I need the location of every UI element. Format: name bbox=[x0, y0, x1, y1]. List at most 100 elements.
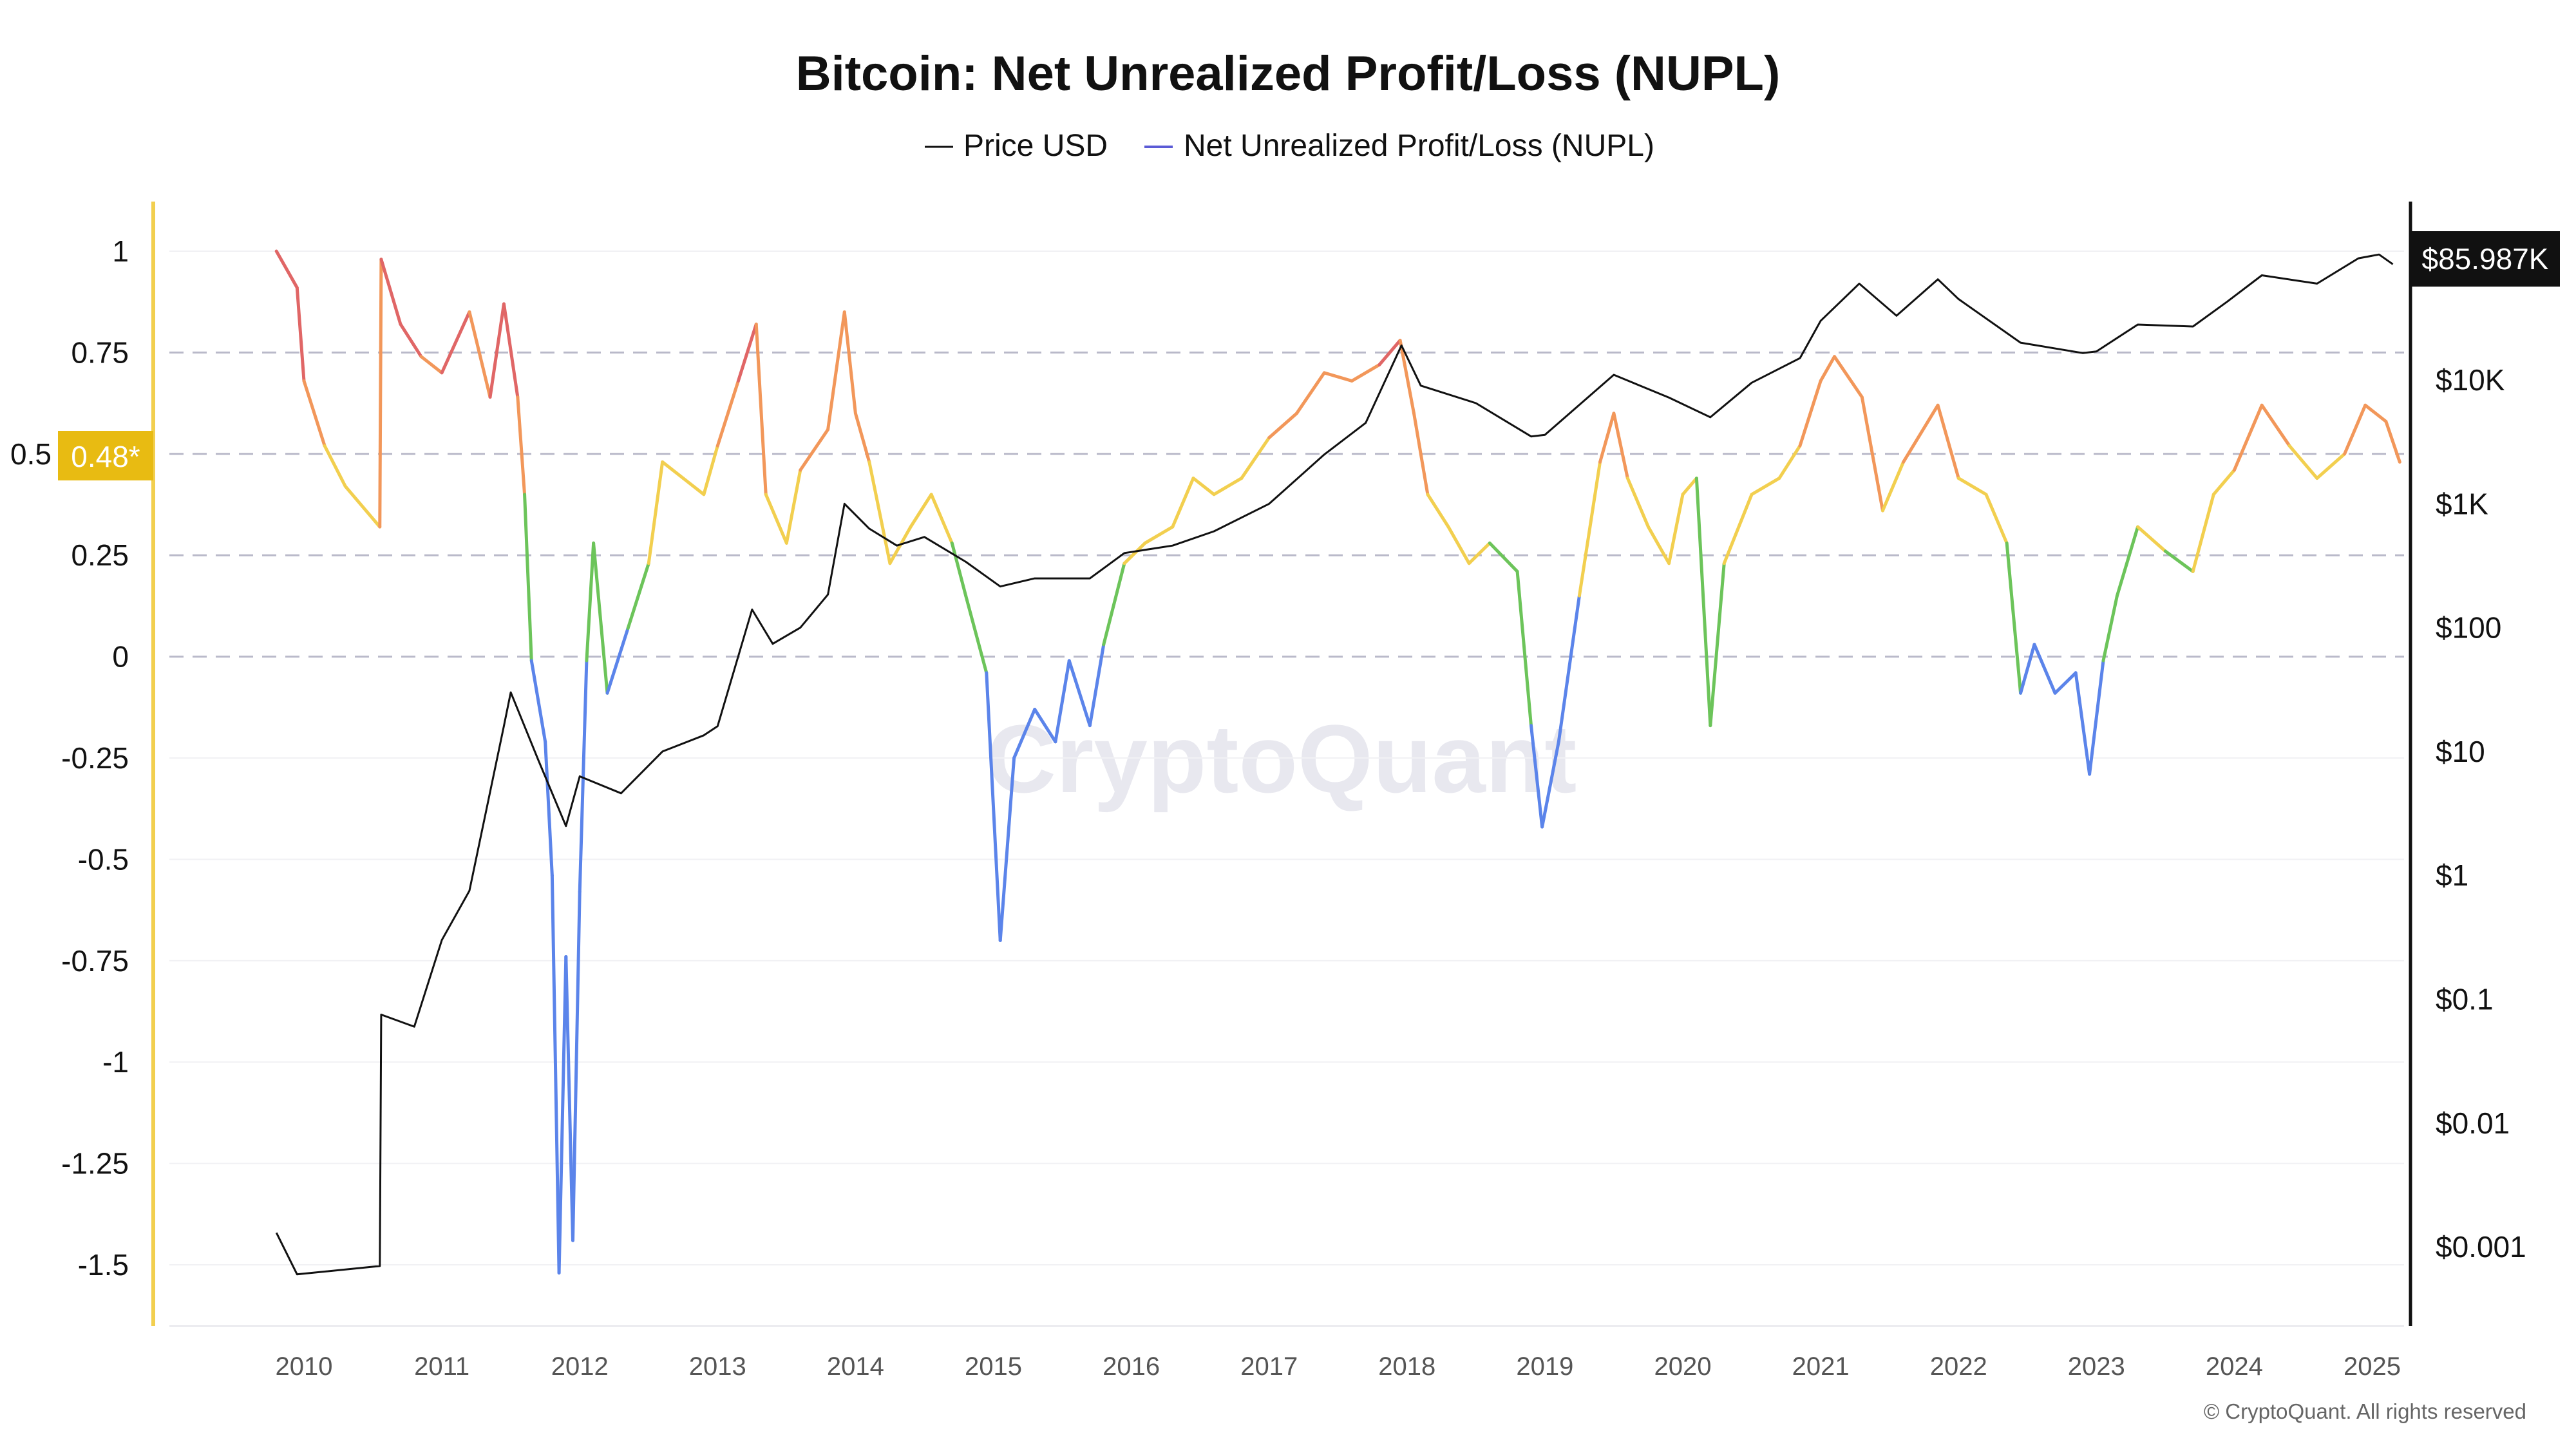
nupl-segment bbox=[1515, 569, 1533, 728]
nupl-series bbox=[274, 249, 2401, 1275]
nupl-segment bbox=[985, 671, 1002, 942]
y-right-tick-label: $0.1 bbox=[2436, 983, 2494, 1016]
legend-label-price[interactable]: Price USD bbox=[963, 129, 1108, 163]
x-tick-label: 2023 bbox=[2068, 1352, 2125, 1381]
nupl-segment bbox=[1577, 460, 1602, 598]
nupl-segment bbox=[440, 310, 471, 375]
nupl-segment bbox=[1625, 477, 1650, 529]
x-tick-label: 2022 bbox=[1930, 1352, 1987, 1381]
nupl-segment bbox=[1467, 541, 1492, 565]
nupl-segment bbox=[681, 477, 706, 497]
y-left-tick-label: -0.5 bbox=[78, 842, 129, 876]
nupl-segment bbox=[1054, 659, 1071, 744]
x-tick-label: 2015 bbox=[965, 1352, 1022, 1381]
x-tick-label: 2019 bbox=[1516, 1352, 1573, 1381]
nupl-segment bbox=[1426, 493, 1450, 529]
nupl-segment bbox=[2363, 403, 2388, 423]
nupl-segment bbox=[2074, 671, 2092, 776]
legend-label-nupl[interactable]: Net Unrealized Profit/Loss (NUPL) bbox=[1184, 129, 1654, 163]
nupl-segment bbox=[1033, 707, 1057, 744]
nupl-segment bbox=[2287, 444, 2319, 480]
nupl-segment bbox=[523, 493, 533, 663]
current-price-value: $85.987K bbox=[2422, 242, 2549, 276]
nupl-segment bbox=[998, 756, 1016, 942]
nupl-segment bbox=[1557, 594, 1581, 744]
nupl-segment bbox=[1777, 444, 1802, 480]
current-price-badge: $85.987K bbox=[2410, 231, 2560, 287]
nupl-segment bbox=[323, 444, 347, 488]
nupl-segment bbox=[1709, 562, 1726, 728]
nupl-segment bbox=[929, 493, 954, 545]
y-right-tick-label: $1K bbox=[2436, 487, 2488, 520]
x-tick-label: 2012 bbox=[551, 1352, 609, 1381]
nupl-segment bbox=[2211, 468, 2236, 497]
x-tick-label: 2018 bbox=[1378, 1352, 1435, 1381]
nupl-segment bbox=[1446, 525, 1471, 565]
nupl-segment bbox=[585, 541, 596, 663]
nupl-segment bbox=[1819, 355, 1837, 383]
y-right-tick-label: $10K bbox=[2436, 363, 2505, 397]
nupl-segment bbox=[564, 955, 574, 1242]
nupl-segment bbox=[799, 428, 830, 472]
y-right-tick-label: $1 bbox=[2436, 858, 2468, 892]
nupl-segment bbox=[2343, 403, 2367, 456]
x-tick-label: 2011 bbox=[414, 1352, 469, 1381]
nupl-segment bbox=[1798, 379, 1823, 448]
nupl-segment bbox=[964, 594, 989, 675]
y-left-tick-label: 0.25 bbox=[71, 538, 129, 572]
nupl-segment bbox=[702, 444, 719, 497]
x-tick-label: 2016 bbox=[1103, 1352, 1160, 1381]
copyright: © CryptoQuant. All rights reserved bbox=[2204, 1399, 2526, 1423]
nupl-segment bbox=[1322, 371, 1354, 383]
nupl-segment bbox=[842, 310, 857, 415]
nupl-segment bbox=[1540, 740, 1560, 829]
nupl-segment bbox=[1191, 477, 1216, 497]
nupl-segment bbox=[1860, 395, 1884, 513]
x-tick-label: 2017 bbox=[1240, 1352, 1298, 1381]
nupl-segment bbox=[295, 286, 306, 383]
price-line bbox=[275, 253, 2394, 1276]
nupl-segment bbox=[2191, 493, 2215, 573]
legend: Price USD Net Unrealized Profit/Loss (NU… bbox=[925, 129, 1654, 163]
nupl-segment bbox=[1694, 477, 1712, 728]
nupl-segment bbox=[1984, 493, 2009, 545]
nupl-segment bbox=[1612, 412, 1629, 480]
nupl-segment bbox=[1936, 403, 1960, 480]
nupl-segment bbox=[764, 493, 788, 545]
nupl-segment bbox=[379, 258, 402, 326]
nupl-segment bbox=[1646, 525, 1671, 565]
y-right-tick-label: $0.001 bbox=[2436, 1230, 2526, 1264]
nupl-segment bbox=[1956, 477, 1988, 497]
nupl-segment bbox=[1833, 355, 1864, 399]
nupl-segment bbox=[2315, 452, 2347, 480]
nupl-segment bbox=[2101, 594, 2119, 663]
y-left-tick-label: -0.25 bbox=[61, 741, 129, 775]
nupl-segment bbox=[826, 310, 846, 431]
nupl-segment bbox=[2005, 541, 2023, 695]
nupl-segment bbox=[399, 322, 423, 359]
nupl-segment bbox=[1681, 477, 1698, 497]
nupl-segment bbox=[754, 322, 768, 497]
nupl-segment bbox=[2115, 525, 2140, 598]
y-right-tick-label: $100 bbox=[2436, 611, 2501, 645]
y-left-tick-label: -0.75 bbox=[61, 944, 129, 978]
nupl-segment bbox=[1902, 403, 1940, 464]
nupl-segment bbox=[550, 874, 561, 1275]
nupl-segment bbox=[1012, 707, 1037, 760]
nupl-segment bbox=[1880, 460, 1906, 513]
nupl-segment bbox=[516, 395, 527, 497]
nupl-segment bbox=[1488, 541, 1519, 573]
nupl-segment bbox=[1378, 339, 1402, 366]
nupl-segment bbox=[378, 258, 383, 529]
nupl-segment bbox=[529, 659, 547, 744]
nupl-segment bbox=[853, 412, 871, 464]
nupl-segment bbox=[1171, 477, 1195, 529]
price-series bbox=[275, 253, 2394, 1276]
nupl-segment bbox=[2232, 403, 2264, 472]
nupl-segment bbox=[784, 468, 802, 545]
y-left-tick-label: 1 bbox=[112, 234, 129, 268]
nupl-segment bbox=[419, 355, 444, 375]
y-left-tick-label: -1 bbox=[102, 1045, 129, 1079]
nupl-segment bbox=[302, 379, 327, 448]
